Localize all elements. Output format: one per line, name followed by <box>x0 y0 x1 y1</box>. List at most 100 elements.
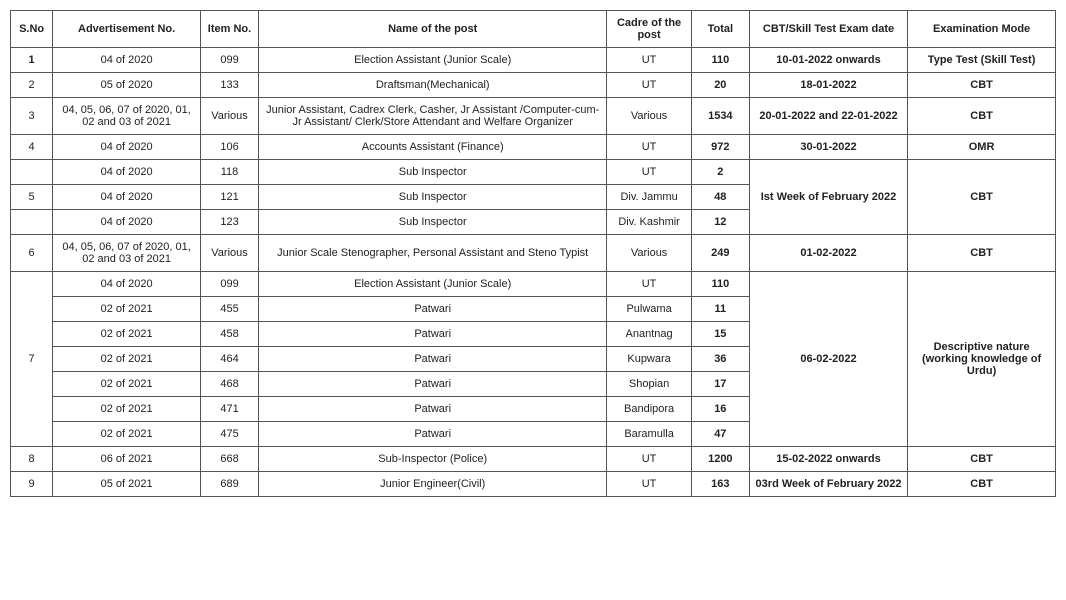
cell-item: Various <box>200 235 258 272</box>
cell-adv: 05 of 2020 <box>53 73 201 98</box>
cell-sno: 1 <box>11 48 53 73</box>
cell-mode: CBT <box>908 472 1056 497</box>
cell-item: 133 <box>200 73 258 98</box>
cell-cadre: UT <box>607 73 691 98</box>
cell-name: Election Assistant (Junior Scale) <box>259 272 607 297</box>
cell-total: 2 <box>691 160 749 185</box>
cell-item: 689 <box>200 472 258 497</box>
table-row: 1 04 of 2020 099 Election Assistant (Jun… <box>11 48 1056 73</box>
cell-adv: 04 of 2020 <box>53 185 201 210</box>
cell-cadre: Pulwama <box>607 297 691 322</box>
cell-name: Junior Assistant, Cadrex Clerk, Casher, … <box>259 98 607 135</box>
header-sno: S.No <box>11 11 53 48</box>
exam-schedule-table: S.No Advertisement No. Item No. Name of … <box>10 10 1056 497</box>
cell-sno: 5 <box>11 185 53 210</box>
cell-sno: 2 <box>11 73 53 98</box>
cell-total: 12 <box>691 210 749 235</box>
cell-cadre: Various <box>607 98 691 135</box>
table-row: 3 04, 05, 06, 07 of 2020, 01, 02 and 03 … <box>11 98 1056 135</box>
cell-adv: 02 of 2021 <box>53 347 201 372</box>
cell-cadre: UT <box>607 472 691 497</box>
header-adv: Advertisement No. <box>53 11 201 48</box>
cell-cadre: Bandipora <box>607 397 691 422</box>
cell-adv: 04, 05, 06, 07 of 2020, 01, 02 and 03 of… <box>53 98 201 135</box>
cell-name: Junior Scale Stenographer, Personal Assi… <box>259 235 607 272</box>
cell-cadre: Anantnag <box>607 322 691 347</box>
table-header-row: S.No Advertisement No. Item No. Name of … <box>11 11 1056 48</box>
cell-total: 48 <box>691 185 749 210</box>
cell-name: Patwari <box>259 372 607 397</box>
cell-name: Patwari <box>259 297 607 322</box>
cell-total: 11 <box>691 297 749 322</box>
cell-total: 1534 <box>691 98 749 135</box>
cell-cadre: UT <box>607 160 691 185</box>
cell-mode: CBT <box>908 160 1056 235</box>
cell-item: Various <box>200 98 258 135</box>
cell-total: 20 <box>691 73 749 98</box>
header-name: Name of the post <box>259 11 607 48</box>
cell-cadre: UT <box>607 272 691 297</box>
cell-cadre: Kupwara <box>607 347 691 372</box>
cell-sno: 6 <box>11 235 53 272</box>
cell-date: 20-01-2022 and 22-01-2022 <box>749 98 907 135</box>
cell-name: Sub-Inspector (Police) <box>259 447 607 472</box>
cell-mode: CBT <box>908 235 1056 272</box>
cell-mode: CBT <box>908 98 1056 135</box>
cell-date: 06-02-2022 <box>749 272 907 447</box>
cell-adv: 04, 05, 06, 07 of 2020, 01, 02 and 03 of… <box>53 235 201 272</box>
cell-item: 099 <box>200 272 258 297</box>
cell-cadre: Various <box>607 235 691 272</box>
table-row: 2 05 of 2020 133 Draftsman(Mechanical) U… <box>11 73 1056 98</box>
cell-name: Patwari <box>259 422 607 447</box>
cell-cadre: Baramulla <box>607 422 691 447</box>
cell-sno-empty <box>11 210 53 235</box>
cell-date: Ist Week of February 2022 <box>749 160 907 235</box>
cell-cadre: Shopian <box>607 372 691 397</box>
cell-date: 18-01-2022 <box>749 73 907 98</box>
cell-name: Patwari <box>259 322 607 347</box>
cell-adv: 02 of 2021 <box>53 397 201 422</box>
cell-item: 455 <box>200 297 258 322</box>
cell-cadre: UT <box>607 447 691 472</box>
header-item: Item No. <box>200 11 258 48</box>
cell-name: Junior Engineer(Civil) <box>259 472 607 497</box>
header-mode: Examination Mode <box>908 11 1056 48</box>
header-total: Total <box>691 11 749 48</box>
cell-adv: 06 of 2021 <box>53 447 201 472</box>
cell-adv: 02 of 2021 <box>53 297 201 322</box>
cell-total: 36 <box>691 347 749 372</box>
table-row: 6 04, 05, 06, 07 of 2020, 01, 02 and 03 … <box>11 235 1056 272</box>
cell-total: 110 <box>691 272 749 297</box>
cell-date: 10-01-2022 onwards <box>749 48 907 73</box>
cell-item: 099 <box>200 48 258 73</box>
cell-total: 110 <box>691 48 749 73</box>
table-row: 8 06 of 2021 668 Sub-Inspector (Police) … <box>11 447 1056 472</box>
cell-adv: 04 of 2020 <box>53 210 201 235</box>
cell-name: Election Assistant (Junior Scale) <box>259 48 607 73</box>
cell-sno: 7 <box>11 272 53 447</box>
cell-item: 458 <box>200 322 258 347</box>
cell-item: 121 <box>200 185 258 210</box>
cell-total: 249 <box>691 235 749 272</box>
table-row: 7 04 of 2020 099 Election Assistant (Jun… <box>11 272 1056 297</box>
cell-sno: 8 <box>11 447 53 472</box>
cell-adv: 04 of 2020 <box>53 160 201 185</box>
cell-total: 972 <box>691 135 749 160</box>
cell-adv: 04 of 2020 <box>53 48 201 73</box>
cell-sno: 3 <box>11 98 53 135</box>
cell-item: 471 <box>200 397 258 422</box>
cell-total: 47 <box>691 422 749 447</box>
cell-name: Patwari <box>259 347 607 372</box>
cell-mode: Descriptive nature (working knowledge of… <box>908 272 1056 447</box>
cell-total: 1200 <box>691 447 749 472</box>
cell-date: 15-02-2022 onwards <box>749 447 907 472</box>
cell-sno-empty <box>11 160 53 185</box>
cell-mode: Type Test (Skill Test) <box>908 48 1056 73</box>
cell-cadre: UT <box>607 135 691 160</box>
cell-mode: OMR <box>908 135 1056 160</box>
cell-item: 668 <box>200 447 258 472</box>
cell-adv: 05 of 2021 <box>53 472 201 497</box>
cell-date: 30-01-2022 <box>749 135 907 160</box>
cell-total: 17 <box>691 372 749 397</box>
header-date: CBT/Skill Test Exam date <box>749 11 907 48</box>
